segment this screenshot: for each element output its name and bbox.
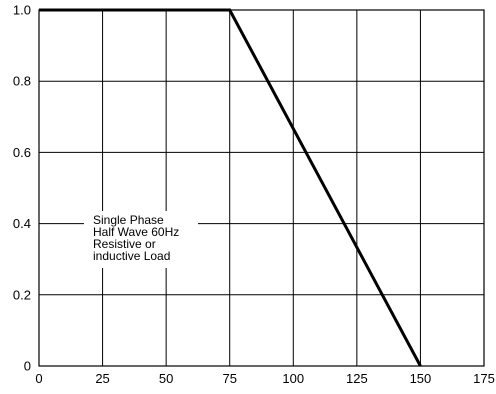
annotation-backdrop [84,211,198,268]
annotation-line: Single Phase [93,213,164,227]
x-tick-label: 0 [35,371,42,386]
y-tick-label: 0.6 [13,145,31,160]
x-tick-label: 125 [346,371,368,386]
x-tick-label: 75 [222,371,236,386]
y-tick-label: 0 [24,359,31,374]
annotation-line: Resistive or [93,237,156,251]
x-tick-label: 150 [410,371,432,386]
annotation-line: Half Wave 60Hz [93,225,179,239]
x-tick-label: 175 [473,371,495,386]
y-tick-label: 0.2 [13,287,31,302]
plot-frame [38,9,485,367]
x-tick-label: 100 [282,371,304,386]
annotation-line: inductive Load [93,249,170,263]
y-tick-label: 0.8 [13,74,31,89]
grid [38,9,485,367]
x-axis-ticks: 0 25 50 75 100 125 150 175 [35,371,494,386]
y-tick-label: 1.0 [13,3,31,18]
x-tick-label: 50 [159,371,173,386]
y-tick-label: 0.4 [13,216,31,231]
x-tick-label: 25 [95,371,109,386]
y-axis-ticks: 0 0.2 0.4 0.6 0.8 1.0 [13,3,31,374]
